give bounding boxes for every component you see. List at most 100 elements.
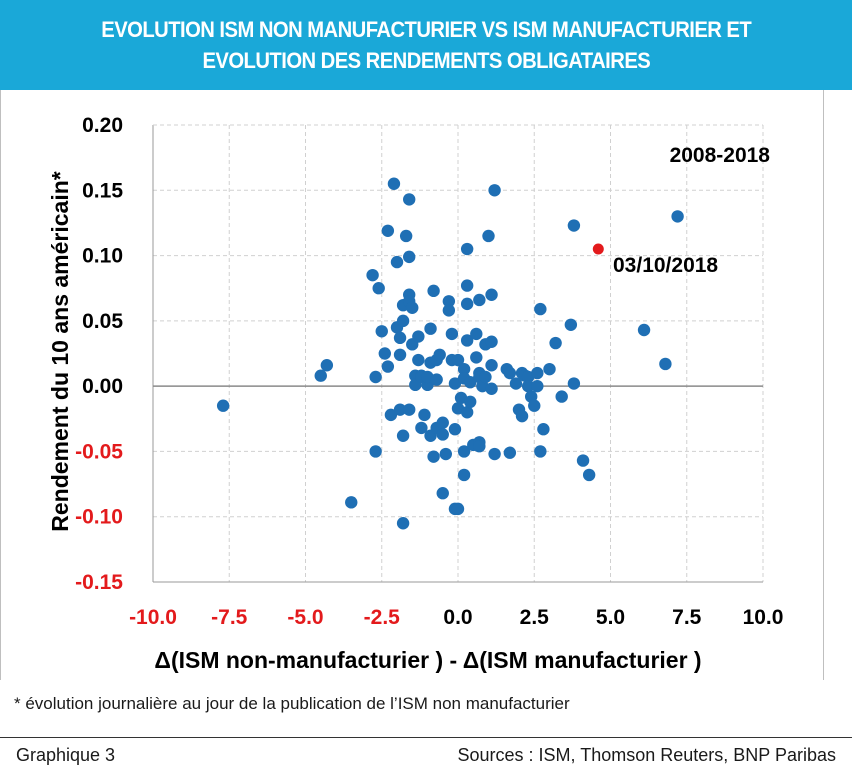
scatter-point bbox=[464, 395, 477, 409]
scatter-point bbox=[381, 360, 395, 373]
scatter-point bbox=[549, 336, 562, 350]
y-tick-label: 0.05 bbox=[82, 310, 123, 333]
scatter-point bbox=[393, 403, 407, 416]
scatter-point bbox=[427, 284, 440, 298]
scatter-point bbox=[378, 347, 391, 360]
scatter-point bbox=[390, 255, 404, 269]
scatter-point bbox=[482, 229, 495, 243]
chart-title-line-1: EVOLUTION ISM NON MANUFACTURIER VS ISM M… bbox=[101, 17, 751, 42]
scatter-point bbox=[396, 314, 410, 328]
scatter-point bbox=[436, 416, 449, 429]
scatter-point bbox=[659, 357, 672, 371]
scatter-point bbox=[576, 454, 590, 467]
y-axis-title: Rendement du 10 ans américain* bbox=[47, 171, 73, 532]
scatter-point bbox=[399, 229, 413, 243]
scatter-point bbox=[393, 331, 407, 345]
scatter-point bbox=[671, 210, 684, 223]
highlight-date-annotation: 03/10/2018 bbox=[613, 254, 718, 277]
scatter-point bbox=[403, 193, 416, 206]
scatter-point bbox=[485, 382, 498, 395]
scatter-point bbox=[503, 446, 517, 459]
x-tick-label: 2.5 bbox=[520, 606, 550, 629]
scatter-point bbox=[369, 445, 382, 458]
sources-note: Sources : ISM, Thomson Reuters, BNP Pari… bbox=[457, 745, 837, 765]
scatter-point bbox=[345, 496, 358, 509]
scatter-point bbox=[460, 279, 474, 292]
scatter-point bbox=[430, 373, 443, 386]
scatter-point bbox=[515, 409, 529, 423]
scatter-point bbox=[314, 369, 327, 382]
scatter-point bbox=[457, 445, 471, 458]
scatter-point bbox=[470, 351, 483, 364]
y-tick-label: 0.15 bbox=[82, 179, 123, 202]
scatter-point bbox=[387, 177, 401, 190]
scatter-point bbox=[403, 250, 416, 264]
scatter-point bbox=[457, 362, 471, 376]
x-tick-label: -7.5 bbox=[211, 606, 248, 629]
scatter-point bbox=[521, 379, 535, 393]
x-tick-label: 10.0 bbox=[743, 606, 784, 629]
scatter-point bbox=[412, 353, 425, 367]
scatter-point bbox=[509, 377, 523, 390]
x-tick-label: -5.0 bbox=[287, 606, 323, 629]
scatter-point bbox=[415, 421, 428, 435]
scatter-point bbox=[448, 377, 462, 390]
highlight-point bbox=[592, 243, 604, 255]
scatter-point bbox=[460, 334, 474, 347]
scatter-point bbox=[427, 450, 440, 463]
scatter-point bbox=[470, 327, 483, 341]
scatter-point bbox=[479, 370, 492, 384]
figure-number: Graphique 3 bbox=[16, 745, 116, 765]
chart-title-line-2: EVOLUTION DES RENDEMENTS OBLIGATAIRES bbox=[202, 48, 650, 73]
scatter-point bbox=[418, 408, 431, 422]
scatter-point bbox=[403, 403, 416, 416]
scatter-point bbox=[393, 348, 407, 362]
y-tick-label: 0.00 bbox=[82, 375, 123, 398]
period-annotation: 2008-2018 bbox=[670, 144, 771, 167]
scatter-point bbox=[503, 366, 517, 380]
scatter-point bbox=[531, 366, 544, 380]
x-tick-label: 7.5 bbox=[672, 606, 702, 629]
scatter-point bbox=[460, 242, 474, 256]
scatter-point bbox=[460, 406, 474, 419]
scatter-point bbox=[396, 429, 410, 442]
scatter-point bbox=[384, 408, 398, 422]
bottom-divider bbox=[0, 737, 852, 738]
scatter-point bbox=[457, 468, 471, 482]
scatter-point bbox=[442, 295, 456, 308]
x-tick-label: -2.5 bbox=[364, 606, 401, 629]
scatter-point bbox=[433, 348, 446, 362]
footnote: * évolution journalière au jour de la pu… bbox=[14, 694, 570, 713]
scatter-point bbox=[451, 353, 465, 367]
scatter-point bbox=[406, 301, 419, 314]
scatter-point bbox=[320, 359, 334, 372]
scatter-point bbox=[460, 297, 474, 311]
chart-labels: 0.20 0.15 0.10 0.05 0.00 -0.05 -0.10 -0.15 -10.0… bbox=[47, 114, 783, 673]
scatter-point bbox=[372, 282, 385, 295]
scatter-point bbox=[537, 423, 550, 436]
scatter-point bbox=[528, 399, 541, 412]
scatter-point bbox=[488, 184, 501, 197]
y-tick-label: 0.10 bbox=[82, 245, 123, 268]
scatter-point bbox=[216, 399, 230, 412]
scatter-point bbox=[488, 447, 501, 461]
scatter-point bbox=[366, 268, 379, 282]
scatter-point bbox=[445, 327, 459, 341]
scatter-point bbox=[448, 423, 462, 436]
scatter-point bbox=[464, 376, 477, 389]
scatter-point bbox=[473, 293, 486, 307]
x-tick-label: 5.0 bbox=[596, 606, 625, 629]
scatter-point bbox=[381, 224, 395, 237]
scatter-point bbox=[451, 502, 465, 516]
scatter-point bbox=[396, 517, 410, 530]
x-tick-label: -10.0 bbox=[129, 606, 177, 629]
scatter-point bbox=[412, 330, 425, 343]
scatter-point bbox=[424, 322, 437, 335]
scatter-point bbox=[534, 445, 547, 458]
scatter-point bbox=[375, 325, 388, 338]
scatter-point bbox=[442, 304, 456, 317]
frame-right-border bbox=[823, 90, 824, 680]
scatter-point bbox=[369, 370, 382, 384]
scatter-point bbox=[439, 447, 452, 461]
frame-left-border bbox=[0, 90, 1, 680]
